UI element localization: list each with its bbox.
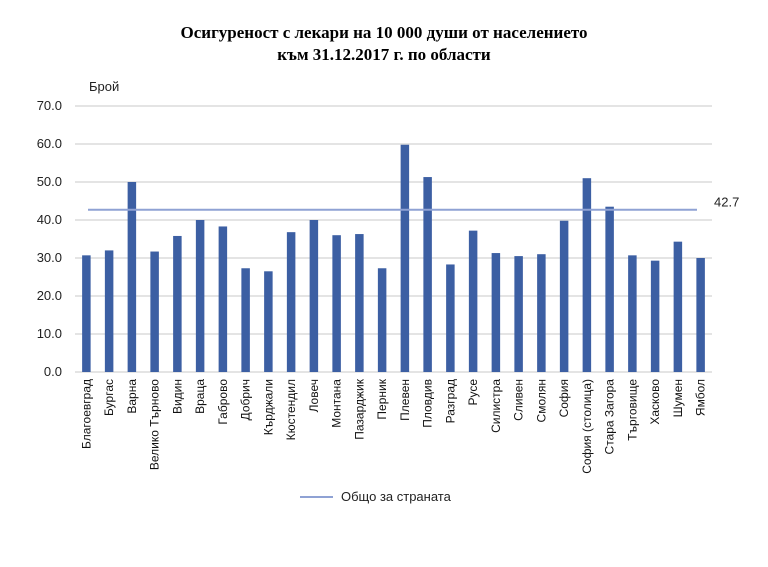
bar: [286, 232, 296, 372]
y-tick-label: 30.0: [37, 250, 62, 265]
x-tick-label: София: [557, 379, 571, 417]
x-tick-label: Пазарджик: [352, 378, 366, 439]
bar: [195, 220, 205, 372]
x-tick-label: Благоевград: [79, 379, 93, 449]
y-tick-label: 50.0: [37, 174, 62, 189]
x-tick-label: София (столица): [580, 379, 594, 474]
reference-line-group: 42.7: [88, 195, 739, 211]
x-tick-label: Разград: [443, 379, 457, 423]
chart-title: Осигуреност с лекари на 10 000 души от н…: [0, 22, 768, 66]
bar: [628, 255, 637, 372]
y-axis-ticks: 0.0 10.0 20.0 30.0 40.0 50.0 60.0 70.0: [37, 98, 62, 379]
y-tick-label: 20.0: [37, 288, 62, 303]
bar: [673, 241, 683, 372]
y-tick-label: 40.0: [37, 212, 62, 227]
x-tick-label: Шумен: [671, 379, 685, 417]
x-tick-label: Стара Загора: [603, 379, 617, 455]
bar: [82, 255, 91, 372]
x-tick-label: Видин: [170, 379, 184, 414]
y-tick-label: 60.0: [37, 136, 62, 151]
x-tick-label: Ямбол: [694, 379, 708, 416]
x-tick-label: Ловеч: [307, 379, 321, 412]
x-tick-label: Сливен: [512, 379, 526, 421]
bar: [650, 260, 660, 372]
x-tick-label: Русе: [466, 379, 480, 406]
x-tick-label: Кърджали: [261, 379, 275, 435]
gridlines: [75, 105, 712, 373]
x-tick-label: Бургас: [102, 379, 116, 416]
y-tick-label: 0.0: [44, 364, 62, 379]
bar: [332, 235, 341, 372]
bar: [696, 258, 705, 372]
bar: [264, 271, 273, 372]
reference-line-label: 42.7: [714, 195, 739, 210]
x-tick-label: Добрич: [239, 379, 253, 420]
legend-label: Общо за страната: [341, 489, 452, 504]
bar: [150, 251, 159, 372]
bar: [491, 253, 501, 372]
y-axis-label: Брой: [89, 79, 119, 94]
legend: Общо за страната: [300, 489, 452, 504]
y-tick-label: 10.0: [37, 326, 62, 341]
x-tick-label: Пловдив: [421, 379, 435, 428]
x-tick-label: Габрово: [216, 379, 230, 425]
bar: [605, 206, 614, 372]
x-tick-label: Монтана: [330, 379, 344, 428]
y-tick-label: 70.0: [37, 98, 62, 113]
category-labels: Благоевград Бургас Варна Велико Търново Види…: [79, 378, 707, 474]
bar: [559, 220, 569, 372]
bar: [104, 250, 114, 372]
chart-title-line-1: Осигуреност с лекари на 10 000 души от н…: [180, 23, 588, 42]
bar: [537, 254, 546, 372]
bar: [309, 220, 319, 372]
bar: [173, 235, 182, 372]
x-tick-label: Враца: [193, 379, 207, 414]
bar: [582, 178, 592, 372]
bar: [377, 268, 387, 372]
x-tick-label: Варна: [125, 379, 139, 414]
x-tick-label: Кюстендил: [284, 379, 298, 440]
bar: [355, 234, 364, 372]
x-tick-label: Силистра: [489, 379, 503, 433]
x-tick-label: Перник: [375, 378, 389, 419]
bar: [423, 177, 432, 372]
bar: [241, 268, 250, 372]
x-tick-label: Велико Търново: [148, 379, 162, 470]
bar: [127, 182, 137, 372]
bars: [82, 144, 705, 372]
bar: [400, 144, 410, 372]
x-tick-label: Търговище: [625, 379, 639, 441]
x-tick-label: Хасково: [648, 379, 662, 425]
bar: [468, 230, 478, 372]
bar: [218, 226, 228, 372]
bar: [446, 264, 455, 372]
chart-title-line-2: към 31.12.2017 г. по области: [277, 45, 491, 64]
x-tick-label: Плевен: [398, 379, 412, 421]
x-tick-label: Смолян: [534, 379, 548, 422]
bar: [514, 256, 523, 372]
